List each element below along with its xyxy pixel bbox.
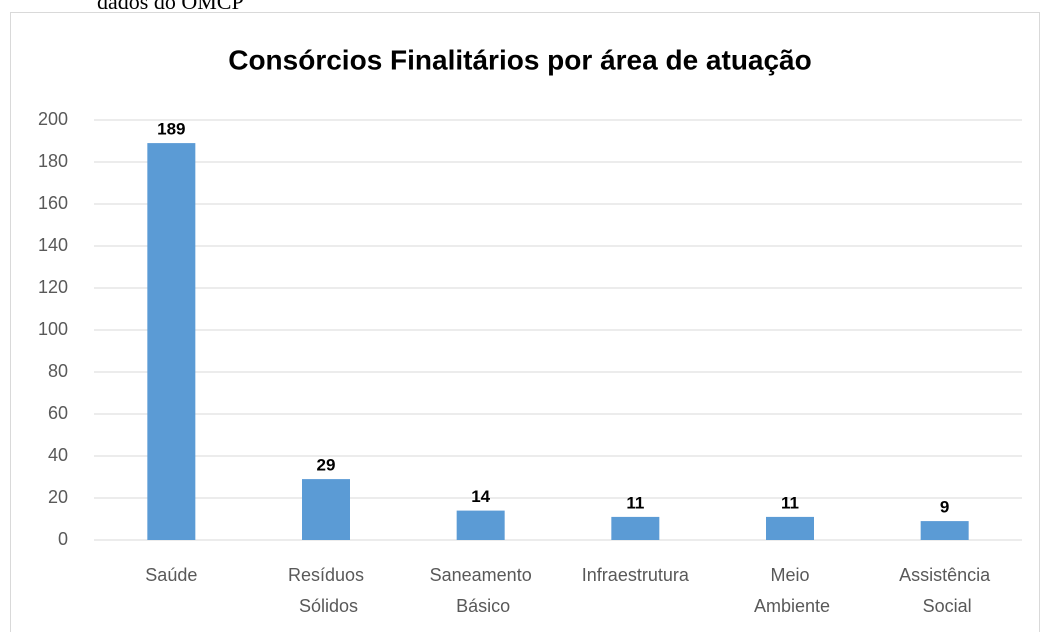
y-tick-label: 100: [38, 319, 68, 339]
bar: [302, 479, 350, 540]
x-tick-label: Meio Ambiente: [750, 565, 830, 616]
bar: [147, 143, 196, 540]
y-tick-label: 180: [38, 151, 68, 171]
bar: [766, 516, 814, 540]
y-tick-label: 200: [38, 109, 68, 129]
caption: dados do OMCP: [97, 0, 244, 14]
y-tick-label: 20: [48, 487, 68, 507]
y-tick-label: 0: [58, 529, 68, 549]
data-label: 11: [781, 493, 799, 512]
y-tick-label: 60: [48, 403, 68, 423]
x-tick-label: Saúde: [145, 565, 197, 585]
x-tick-label: Infraestrutura: [582, 565, 690, 585]
data-label: 9: [940, 498, 949, 517]
data-label: 11: [626, 493, 644, 512]
y-tick-label: 120: [38, 277, 68, 297]
y-tick-label: 80: [48, 361, 68, 381]
bar: [611, 516, 660, 540]
data-label: 29: [317, 456, 336, 475]
y-tick-label: 160: [38, 193, 68, 213]
bar: [920, 521, 969, 540]
data-label: 189: [157, 120, 185, 139]
x-tick-label: Resíduos Sólidos: [288, 565, 364, 616]
y-tick-label: 140: [38, 235, 68, 255]
bar: [456, 510, 505, 540]
x-tick-label: Saneamento Básico: [430, 565, 532, 616]
x-tick-label: Assistência Social: [899, 565, 991, 616]
chart-title: Consórcios Finalitários por área de atua…: [228, 44, 812, 75]
data-label: 14: [471, 487, 490, 506]
y-tick-label: 40: [48, 445, 68, 465]
